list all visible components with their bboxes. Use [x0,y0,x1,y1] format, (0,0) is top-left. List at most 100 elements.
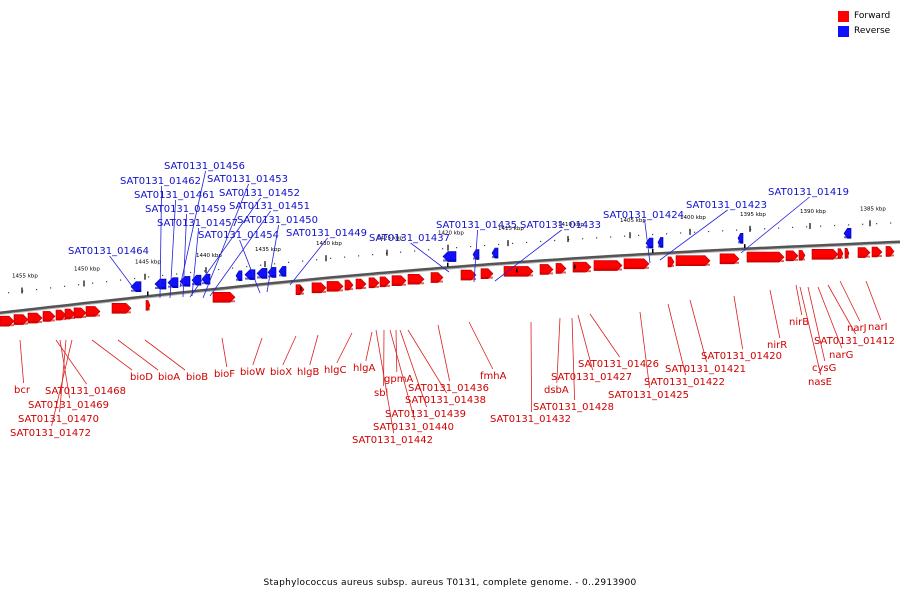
scale-dot [610,236,612,238]
forward-leader-line [252,337,263,366]
gene-marker [652,248,654,253]
forward-gene-label: hlgA [353,363,375,374]
forward-gene-label: narG [829,350,853,361]
scale-dot [106,281,108,283]
reverse-gene-shade [658,245,663,248]
reverse-gene-label: SAT0131_01457 [157,218,238,229]
reverse-leader-line [209,210,271,297]
forward-gene-shade [296,292,304,295]
reverse-gene-shade [443,259,456,262]
reverse-gene-shade [236,278,242,281]
scale-dot [148,276,150,278]
forward-gene-shade [786,258,798,261]
reverse-leader-line [740,196,810,254]
forward-gene-shade [408,282,424,285]
axis-tick-label: 1435 kbp [255,247,281,253]
forward-gene-shade [624,266,649,269]
reverse-gene-label: SAT0131_01433 [520,220,601,231]
reverse-gene-label: SAT0131_01435 [436,220,517,231]
scale-dot [274,263,276,265]
forward-leader-line [365,331,373,362]
reverse-leader-line [191,227,199,297]
forward-gene-shade [812,257,838,260]
forward-gene [0,315,15,327]
scale-dot [316,259,318,261]
forward-gene-label: narJ [847,323,867,334]
reverse-leader-line [202,183,249,299]
forward-leader-line [571,317,575,401]
gene-marker [574,264,576,269]
scale-dot [50,287,52,289]
forward-gene-label: bioX [270,367,292,378]
scale-dot [652,233,654,236]
genome-caption: Staphylococcus aureus subsp. aureus T013… [263,578,637,588]
forward-gene-label: SAT0131_01421 [665,364,746,375]
scale-dot [820,225,822,227]
scale-dot [638,234,640,236]
forward-leader-line [144,339,186,371]
scale-dot [554,239,556,242]
scale-dot [8,292,10,294]
scale-dot [176,273,178,275]
scale-dot [78,284,80,286]
forward-gene-shade [594,268,622,271]
forward-leader-line [577,314,593,371]
backbone-shadow [0,243,900,315]
forward-leader-line [309,334,319,366]
reverse-gene-label: SAT0131_01452 [219,188,300,199]
forward-gene-label: bioA [158,372,180,383]
forward-gene-shade [327,289,343,292]
forward-gene-label: SAT0131_01426 [578,359,659,370]
scale-dot [302,260,304,262]
forward-gene-shade [799,258,805,261]
scale-dot [778,227,780,229]
forward-leader-line [865,280,882,321]
reverse-leader-line [159,185,162,299]
scale-dot [358,255,360,257]
forward-leader-line [282,335,297,366]
scale-dot [162,274,164,277]
reverse-gene-shade [192,283,201,286]
reverse-gene-label: SAT0131_01462 [120,176,201,187]
forward-gene-label: hlgC [324,365,346,376]
reverse-gene-label: SAT0131_01419 [768,187,849,198]
scale-dot [722,230,724,232]
reverse-leader-line [659,209,728,261]
forward-leader-line [468,321,494,370]
legend: Forward Reverse [838,9,890,39]
reverse-gene-shade [492,256,498,259]
forward-gene-label: bioB [186,372,208,383]
axis-tick-label: 1390 kbp [800,209,826,215]
axis-tick-label: 1425 kbp [377,236,403,242]
forward-gene-label: gpmA [384,374,413,385]
reverse-gene-label: SAT0131_01461 [134,190,215,201]
forward-leader-line [407,329,447,394]
reverse-leader-line [410,242,450,273]
scale-dot [190,271,192,274]
axis-tick-label: 1395 kbp [740,212,766,218]
forward-gene-shade [431,280,443,283]
forward-gene-label: SAT0131_01439 [385,409,466,420]
scale-dot [596,237,598,239]
scale-dot [288,261,290,264]
reverse-gene-label: SAT0131_01464 [68,246,149,257]
scale-dot [666,233,668,235]
scale-dot [330,257,332,260]
scale-dot [512,242,514,245]
scale-dot [694,231,696,233]
reverse-leader-line [189,197,261,298]
forward-gene-label: nasE [808,377,832,388]
forward-leader-line [769,289,781,339]
reverse-gene-shade [279,274,286,277]
forward-gene-shade [573,270,591,273]
forward-gene-label: bcr [14,385,31,396]
forward-gene-shade [872,255,882,258]
scale-dot [344,256,346,258]
reverse-gene-label: SAT0131_01423 [686,200,767,211]
scale-dot [36,288,38,291]
reverse-leader-line [266,224,279,293]
axis-tick-label: 1400 kbp [680,215,706,221]
axis-tick-label: 1420 kbp [438,231,464,237]
forward-gene-label: SAT0131_01422 [644,377,725,388]
